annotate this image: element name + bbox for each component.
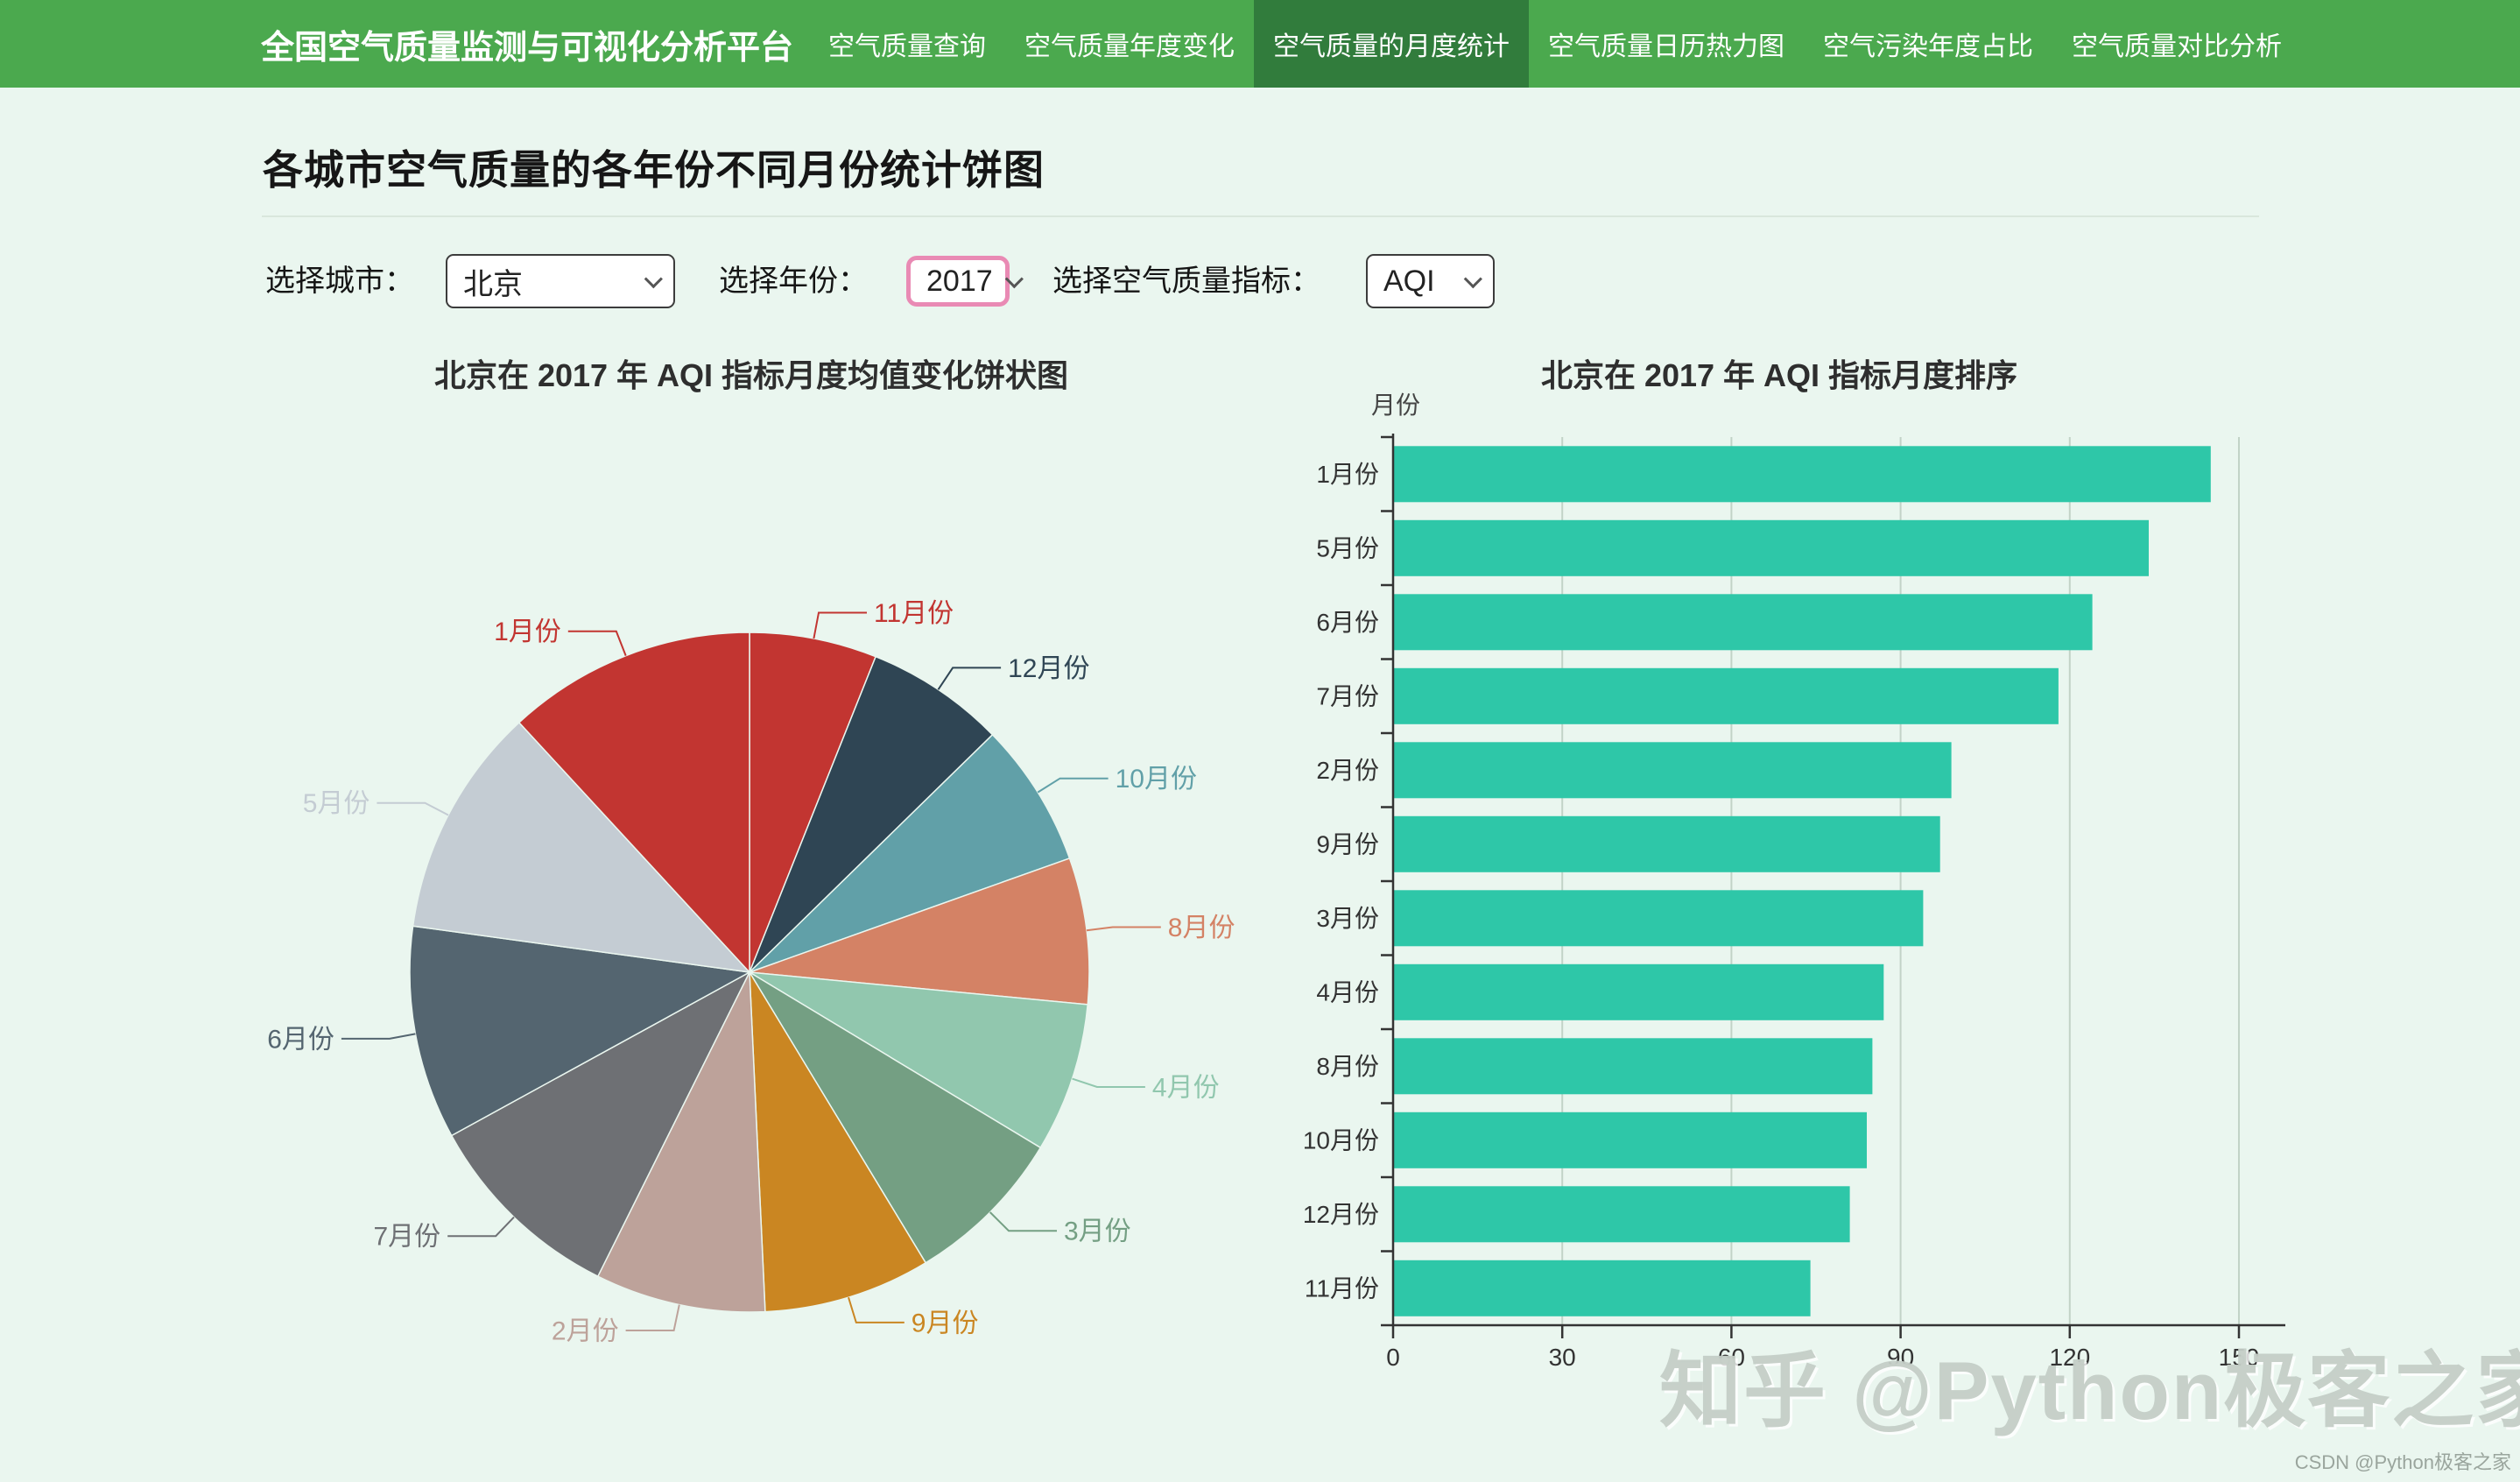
nav-items: 空气质量查询 空气质量年度变化 空气质量的月度统计 空气质量日历热力图 空气污染年度占比…: [809, 0, 2301, 88]
bar-1月份[interactable]: [1393, 446, 2211, 503]
pie-slice-label: 5月份: [303, 789, 370, 818]
year-select-value: 2017: [926, 264, 993, 298]
bar-2月份[interactable]: [1393, 742, 1952, 799]
pie-label-line: [567, 630, 627, 656]
pie-slice-label: 9月份: [912, 1309, 979, 1337]
nav-item[interactable]: 空气质量日历热力图: [1548, 32, 1785, 61]
bar-category-label: 7月份: [1316, 683, 1379, 710]
bar-y-axis-name: 月份: [1371, 392, 1420, 419]
pie-label-line: [848, 1296, 905, 1323]
pie-slice-label: 1月份: [494, 618, 561, 646]
pie-slice-8月份[interactable]: [749, 857, 1090, 1006]
app-title: 全国空气质量监测与可视化分析平台: [261, 29, 794, 67]
bar-category-label: 4月份: [1316, 979, 1379, 1006]
pie-slice-7月份[interactable]: [450, 970, 751, 1278]
bar-10月份[interactable]: [1393, 1112, 1867, 1168]
bar-8月份[interactable]: [1393, 1038, 1873, 1095]
bar-category-label: 1月份: [1316, 461, 1379, 488]
bar-11月份[interactable]: [1393, 1260, 1811, 1316]
bar-x-tick-label: 60: [1718, 1344, 1745, 1371]
pie-chart-title: 北京在 2017 年 AQI 指标月度均值变化饼状图: [433, 357, 1069, 393]
pie-slice-label: 8月份: [1168, 914, 1235, 942]
pie-label-line: [1072, 1077, 1145, 1088]
bar-category-label: 9月份: [1316, 831, 1379, 858]
bar-category-label: 3月份: [1316, 905, 1379, 932]
nav-item[interactable]: 空气污染年度占比: [1823, 32, 2034, 61]
pie-slice-label: 7月份: [374, 1223, 441, 1252]
nav-item[interactable]: 空气质量的月度统计: [1254, 0, 1530, 88]
nav-item[interactable]: 空气质量对比分析: [2072, 32, 2283, 61]
bar-category-label: 8月份: [1316, 1053, 1379, 1080]
pie-label-line: [813, 611, 867, 639]
pie-slice-label: 3月份: [1064, 1217, 1131, 1246]
bar-x-tick-label: 150: [2219, 1344, 2260, 1371]
bar-category-label: 2月份: [1316, 757, 1379, 784]
pie-slice-label: 6月份: [267, 1025, 334, 1054]
bar-category-label: 12月份: [1303, 1201, 1379, 1228]
pie-slice-5月份[interactable]: [412, 721, 751, 974]
metric-select-value: AQI: [1383, 264, 1435, 298]
pie-slice-12月份[interactable]: [749, 655, 994, 973]
pie-slice-label: 10月份: [1116, 765, 1197, 794]
nav-item[interactable]: 空气质量年度变化: [1024, 32, 1235, 61]
page-title: 各城市空气质量的各年份不同月份统计饼图: [263, 147, 1045, 193]
pie-label-line: [341, 1033, 416, 1040]
pie-label-line: [377, 801, 449, 816]
pie-slice-label: 12月份: [1008, 654, 1089, 683]
pie-slice-10月份[interactable]: [749, 733, 1071, 973]
bar-x-tick-label: 30: [1549, 1344, 1576, 1371]
pie-label-line: [1086, 926, 1161, 932]
city-select[interactable]: 北京: [446, 254, 675, 308]
bar-5月份[interactable]: [1393, 519, 2149, 576]
pie-label-line: [989, 1211, 1057, 1232]
bar-12月份[interactable]: [1393, 1186, 1850, 1243]
bar-9月份[interactable]: [1393, 815, 1940, 872]
bar-category-label: 6月份: [1316, 609, 1379, 636]
pie-slice-label: 11月份: [874, 599, 954, 628]
pie-label-line: [937, 667, 1002, 690]
pie-label-line: [625, 1304, 680, 1331]
title-divider: [262, 215, 2259, 217]
bar-6月份[interactable]: [1393, 594, 2093, 651]
nav-item[interactable]: 空气质量查询: [828, 32, 987, 61]
bar-category-label: 10月份: [1303, 1127, 1379, 1154]
pie-slice-1月份[interactable]: [517, 632, 750, 974]
pie-slice-6月份[interactable]: [409, 925, 752, 1137]
bar-7月份[interactable]: [1393, 667, 2059, 724]
city-select-value: 北京: [463, 267, 523, 301]
pie-label-line: [1037, 777, 1109, 794]
pie-label-line: [447, 1216, 515, 1238]
bar-chart-title: 北京在 2017 年 AQI 指标月度排序: [1540, 357, 2018, 393]
metric-select-label: 选择空气质量指标：: [1052, 265, 1320, 298]
bar-category-label: 5月份: [1316, 535, 1379, 562]
year-select-label: 选择年份：: [719, 265, 868, 298]
navbar: 全国空气质量监测与可视化分析平台 空气质量查询 空气质量年度变化 空气质量的月度统计…: [0, 0, 2520, 88]
year-select[interactable]: 2017: [906, 256, 1024, 307]
bar-x-tick-label: 90: [1887, 1344, 1914, 1371]
pie-slice-label: 4月份: [1152, 1074, 1220, 1103]
bar-4月份[interactable]: [1393, 963, 1884, 1020]
bar-x-tick-label: 120: [2049, 1344, 2090, 1371]
bar-x-tick-label: 0: [1386, 1344, 1400, 1371]
pie-slice-4月份[interactable]: [749, 971, 1089, 1149]
bar-category-label: 11月份: [1305, 1275, 1379, 1302]
pie-slice-label: 2月份: [552, 1317, 619, 1346]
bar-3月份[interactable]: [1393, 890, 1924, 947]
city-select-label: 选择城市：: [265, 265, 414, 298]
metric-select[interactable]: AQI: [1366, 254, 1495, 308]
pie-slice-11月份[interactable]: [749, 632, 877, 973]
pie-slice-2月份[interactable]: [596, 970, 766, 1313]
